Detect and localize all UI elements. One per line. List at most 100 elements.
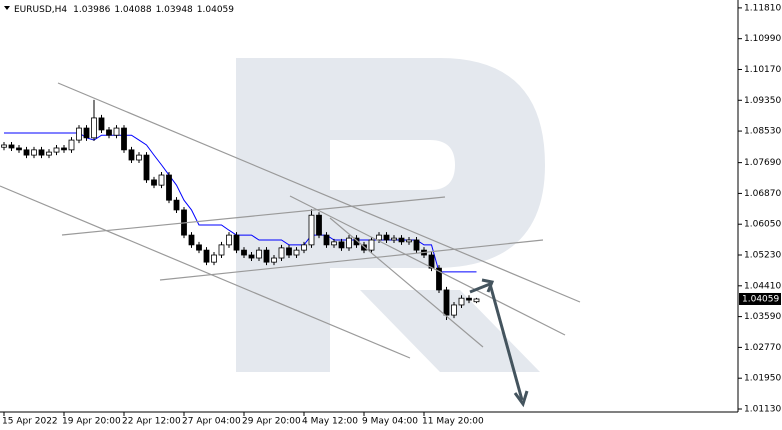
candle-body <box>196 244 202 251</box>
x-tick-label: 15 Apr 2022 <box>2 417 58 427</box>
y-tick-label: 1.06050 <box>744 220 781 230</box>
x-tick-label: 11 May 20:00 <box>422 417 484 427</box>
candle-body <box>8 144 15 149</box>
candle-body <box>61 147 67 151</box>
x-tick-label: 27 Apr 04:00 <box>182 417 241 427</box>
candle-body <box>368 239 375 251</box>
candle-body <box>136 154 142 161</box>
candle-body <box>361 244 367 251</box>
candle-body <box>188 234 195 246</box>
candle-body <box>248 254 255 259</box>
candle-body <box>458 297 465 306</box>
low-value: 1.03948 <box>156 5 193 15</box>
open-value: 1.03986 <box>73 5 110 15</box>
menu-icon[interactable] <box>4 6 10 10</box>
y-tick-label: 1.06870 <box>744 189 781 199</box>
candle-body <box>38 149 45 156</box>
y-tick-label: 1.10990 <box>744 34 781 44</box>
y-tick-label: 1.05230 <box>744 251 781 261</box>
candle-body <box>143 154 150 181</box>
y-tick-label: 1.08530 <box>744 127 781 137</box>
high-value: 1.04088 <box>114 5 151 15</box>
watermark <box>236 58 545 372</box>
candle-body <box>473 298 480 303</box>
y-tick-label: 1.09350 <box>744 96 781 106</box>
candle-body <box>46 151 52 156</box>
candle-body <box>158 174 165 186</box>
candle-body <box>271 257 277 263</box>
candle-body <box>98 117 105 131</box>
candle-body <box>16 147 22 151</box>
candle-body <box>398 237 405 243</box>
candle-body <box>376 234 382 241</box>
price-label-box <box>739 292 781 305</box>
candle-body <box>286 247 292 256</box>
candle-body <box>413 239 420 251</box>
candle-body <box>443 289 450 316</box>
candle-body <box>203 249 210 263</box>
candle-body <box>226 234 232 246</box>
candle-body <box>308 214 315 246</box>
y-tick-label: 1.04410 <box>744 281 781 291</box>
candle-body <box>91 117 97 139</box>
trend-line <box>61 196 446 236</box>
candle-body <box>323 234 330 246</box>
trend-line <box>159 239 544 281</box>
candle-body <box>256 249 262 259</box>
x-tick-label: 9 May 04:00 <box>362 417 418 427</box>
candle-body <box>166 174 172 201</box>
candle-body <box>293 249 300 256</box>
candle-body <box>406 239 412 243</box>
y-tick-label: 1.02770 <box>744 343 781 353</box>
y-tick-label: 1.11810 <box>744 3 781 13</box>
candle-body <box>128 149 135 161</box>
y-tick-label: 1.07690 <box>744 158 781 168</box>
candle-body <box>263 249 270 263</box>
candle-body <box>278 247 285 259</box>
candle-body <box>338 241 345 249</box>
price-label: 1.04059 <box>742 294 779 304</box>
y-tick-label: 1.03590 <box>744 312 781 322</box>
forecast-arrow <box>469 278 529 408</box>
candle-body <box>173 199 180 211</box>
candle-body <box>301 244 307 251</box>
indicator-line <box>4 132 477 273</box>
trend-line <box>329 217 484 348</box>
candle-body <box>451 304 457 316</box>
y-tick-label: 1.01950 <box>744 374 781 384</box>
candle-body <box>353 237 360 246</box>
candle-body <box>233 234 240 251</box>
symbol-header: EURUSD,H4 1.03986 1.04088 1.03948 1.04059 <box>14 5 234 15</box>
candle-body <box>241 249 247 256</box>
candle-body <box>76 127 82 141</box>
candle-body <box>31 149 37 156</box>
trend-lines <box>0 82 581 359</box>
candle-body <box>83 127 90 139</box>
candle-body <box>23 149 30 156</box>
x-tick-label: 19 Apr 20:00 <box>62 417 121 427</box>
trend-line <box>57 82 581 303</box>
candle-body <box>383 234 390 241</box>
plot-area <box>1 99 480 320</box>
candle-body <box>316 214 322 236</box>
candle-body <box>121 127 127 151</box>
symbol: EURUSD,H4 <box>14 5 67 15</box>
close-value: 1.04059 <box>197 5 234 15</box>
candle-body <box>53 147 60 153</box>
y-tick-label: 1.01130 <box>744 404 781 414</box>
candle-body <box>1 144 7 148</box>
trend-line <box>289 195 566 336</box>
x-tick-label: 4 May 12:00 <box>302 417 358 427</box>
candle-body <box>68 139 75 151</box>
candle-body <box>436 267 442 291</box>
candle-body <box>331 241 337 246</box>
trend-line <box>0 185 411 359</box>
candle-body <box>106 129 112 136</box>
candle-body <box>113 127 120 136</box>
candle-body <box>218 244 225 256</box>
candle-body <box>391 237 397 241</box>
x-tick-label: 29 Apr 20:00 <box>242 417 301 427</box>
y-tick-label: 1.10170 <box>744 65 781 75</box>
candle-body <box>466 297 472 301</box>
